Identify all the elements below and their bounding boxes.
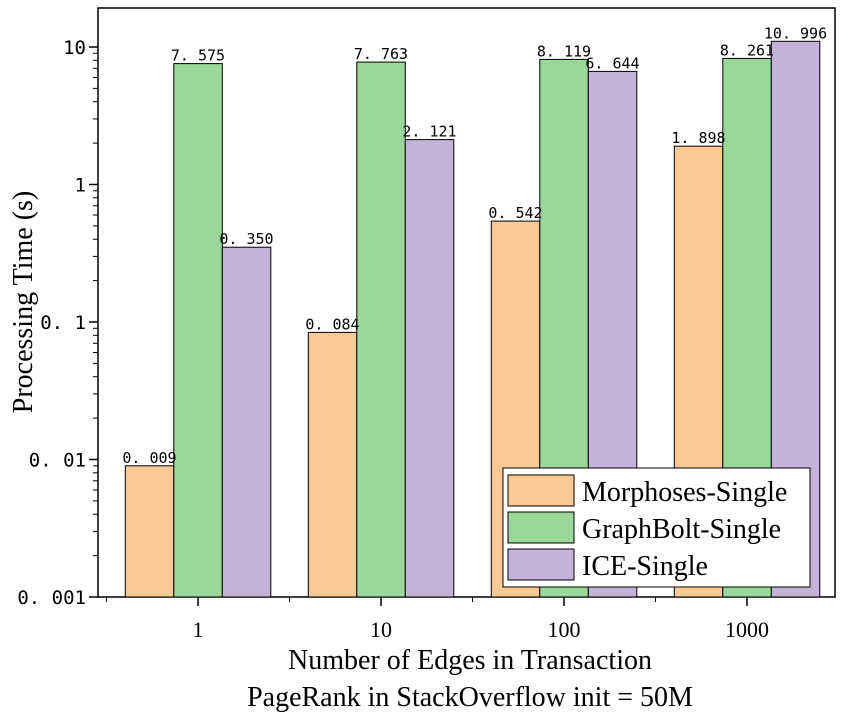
data-label-morphoses-single-100: 0. 542 bbox=[488, 204, 542, 222]
legend-label-ice: ICE-Single bbox=[582, 551, 708, 582]
y-axis-title: Processing Time (s) bbox=[8, 191, 39, 413]
data-label-morphoses-single-1: 0. 009 bbox=[122, 449, 176, 467]
plot-frame bbox=[97, 7, 836, 598]
data-label-graphbolt-single-1000: 8. 261 bbox=[720, 41, 774, 59]
data-label-ice-single-100: 6. 644 bbox=[585, 54, 639, 72]
bar-ice-single-10 bbox=[404, 139, 455, 598]
bar-graphbolt-single-10 bbox=[356, 61, 406, 598]
bar-morphoses-single-1 bbox=[124, 465, 175, 598]
bar-morphoses-single-10 bbox=[307, 331, 358, 598]
x-tick-label: 1 bbox=[193, 617, 204, 642]
x-axis-title: Number of Edges in Transaction bbox=[288, 645, 652, 676]
x-tick-label: 1000 bbox=[725, 617, 769, 642]
legend-label-graphbolt: GraphBolt-Single bbox=[582, 514, 781, 545]
legend: Morphoses-Single GraphBolt-Single ICE-Si… bbox=[502, 467, 811, 588]
bar-ice-single-1 bbox=[221, 246, 272, 598]
x-tick-label: 10 bbox=[370, 617, 392, 642]
data-label-graphbolt-single-100: 8. 119 bbox=[537, 42, 591, 60]
bar-graphbolt-single-1 bbox=[173, 63, 223, 598]
data-label-ice-single-10: 2. 121 bbox=[402, 123, 456, 141]
legend-swatch-morphoses bbox=[507, 474, 575, 507]
y-tick-label: 10 bbox=[63, 37, 86, 59]
y-tick-label: 0. 001 bbox=[17, 587, 86, 609]
data-label-morphoses-single-10: 0. 084 bbox=[305, 315, 359, 333]
legend-label-morphoses: Morphoses-Single bbox=[582, 477, 787, 508]
data-label-ice-single-1000: 10. 996 bbox=[764, 24, 827, 42]
data-labels-layer: 0. 009 7. 575 0. 350 0. 084 7. 763 2. 121 0. 5… bbox=[122, 24, 827, 467]
y-tick-label: 1 bbox=[75, 175, 86, 197]
chart-subtitle: PageRank in StackOverflow init = 50M bbox=[247, 682, 693, 713]
legend-swatch-graphbolt bbox=[507, 511, 575, 544]
x-tick-label: 100 bbox=[548, 617, 581, 642]
x-axis: 1 10 100 1000 bbox=[106, 597, 769, 642]
y-tick-label: 0. 1 bbox=[40, 312, 86, 334]
data-label-graphbolt-single-10: 7. 763 bbox=[354, 45, 408, 63]
y-axis: 10 1 0. 1 0. 01 0. 001 bbox=[17, 37, 98, 609]
data-label-morphoses-single-1000: 1. 898 bbox=[671, 129, 725, 147]
data-label-graphbolt-single-1: 7. 575 bbox=[171, 47, 225, 65]
data-label-ice-single-1: 0. 350 bbox=[219, 230, 273, 248]
y-tick-label: 0. 01 bbox=[29, 450, 86, 472]
legend-swatch-ice bbox=[507, 548, 575, 581]
